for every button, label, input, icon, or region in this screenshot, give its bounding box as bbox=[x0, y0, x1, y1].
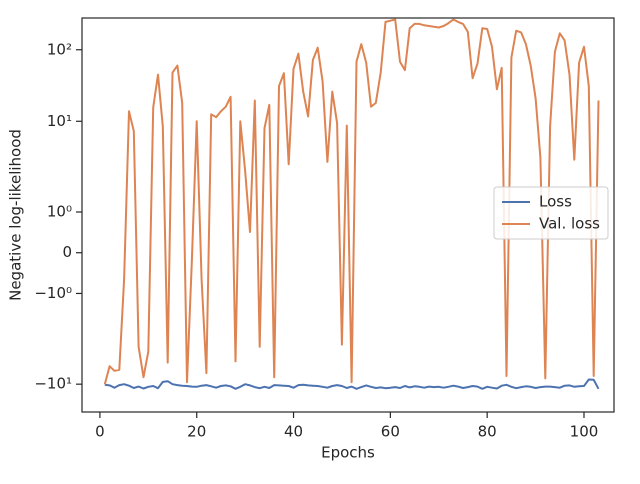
legend-label: Val. loss bbox=[539, 215, 600, 233]
series-line bbox=[104, 378, 600, 390]
x-tick-label: 40 bbox=[284, 423, 303, 441]
y-tick-label: 10¹ bbox=[47, 112, 72, 130]
x-tick-label: 80 bbox=[478, 423, 497, 441]
y-tick-label: −10¹ bbox=[34, 375, 72, 393]
legend-box bbox=[493, 186, 609, 240]
x-tick-label: 100 bbox=[570, 423, 599, 441]
x-tick-label: 60 bbox=[381, 423, 400, 441]
x-axis-label: Epochs bbox=[321, 444, 375, 462]
series-line bbox=[103, 18, 600, 385]
y-tick-label: 0 bbox=[62, 243, 72, 261]
y-tick-label: 10⁰ bbox=[47, 202, 72, 220]
y-tick-label: 10² bbox=[47, 40, 72, 58]
plot-frame bbox=[81, 17, 615, 413]
legend-label: Loss bbox=[539, 193, 572, 211]
x-tick-label: 0 bbox=[95, 423, 105, 441]
x-tick-label: 20 bbox=[187, 423, 206, 441]
y-tick-label: −10⁰ bbox=[34, 284, 72, 302]
y-axis-label: Negative log-likelihood bbox=[7, 129, 25, 301]
